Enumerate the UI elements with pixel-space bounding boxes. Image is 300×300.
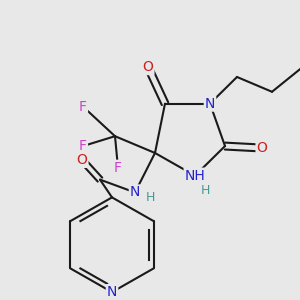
Text: O: O <box>76 153 87 167</box>
Text: N: N <box>130 185 140 200</box>
Text: O: O <box>142 60 153 74</box>
Text: N: N <box>205 97 215 111</box>
Text: H: H <box>200 184 210 197</box>
Text: O: O <box>256 141 267 155</box>
Text: F: F <box>114 161 122 175</box>
Text: N: N <box>107 285 117 299</box>
Text: H: H <box>145 191 155 204</box>
Text: NH: NH <box>184 169 206 183</box>
Text: F: F <box>79 100 87 114</box>
Text: F: F <box>79 139 87 153</box>
